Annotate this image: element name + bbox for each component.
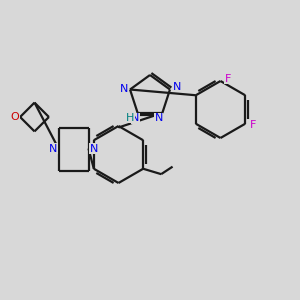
Text: F: F: [250, 120, 256, 130]
Text: H: H: [126, 113, 134, 123]
Text: O: O: [10, 112, 19, 122]
Text: F: F: [225, 74, 231, 84]
Text: N: N: [120, 84, 128, 94]
Text: N: N: [154, 113, 163, 123]
Text: N: N: [131, 113, 140, 123]
Text: N: N: [90, 143, 98, 154]
Text: N: N: [172, 82, 181, 92]
Text: N: N: [49, 143, 57, 154]
